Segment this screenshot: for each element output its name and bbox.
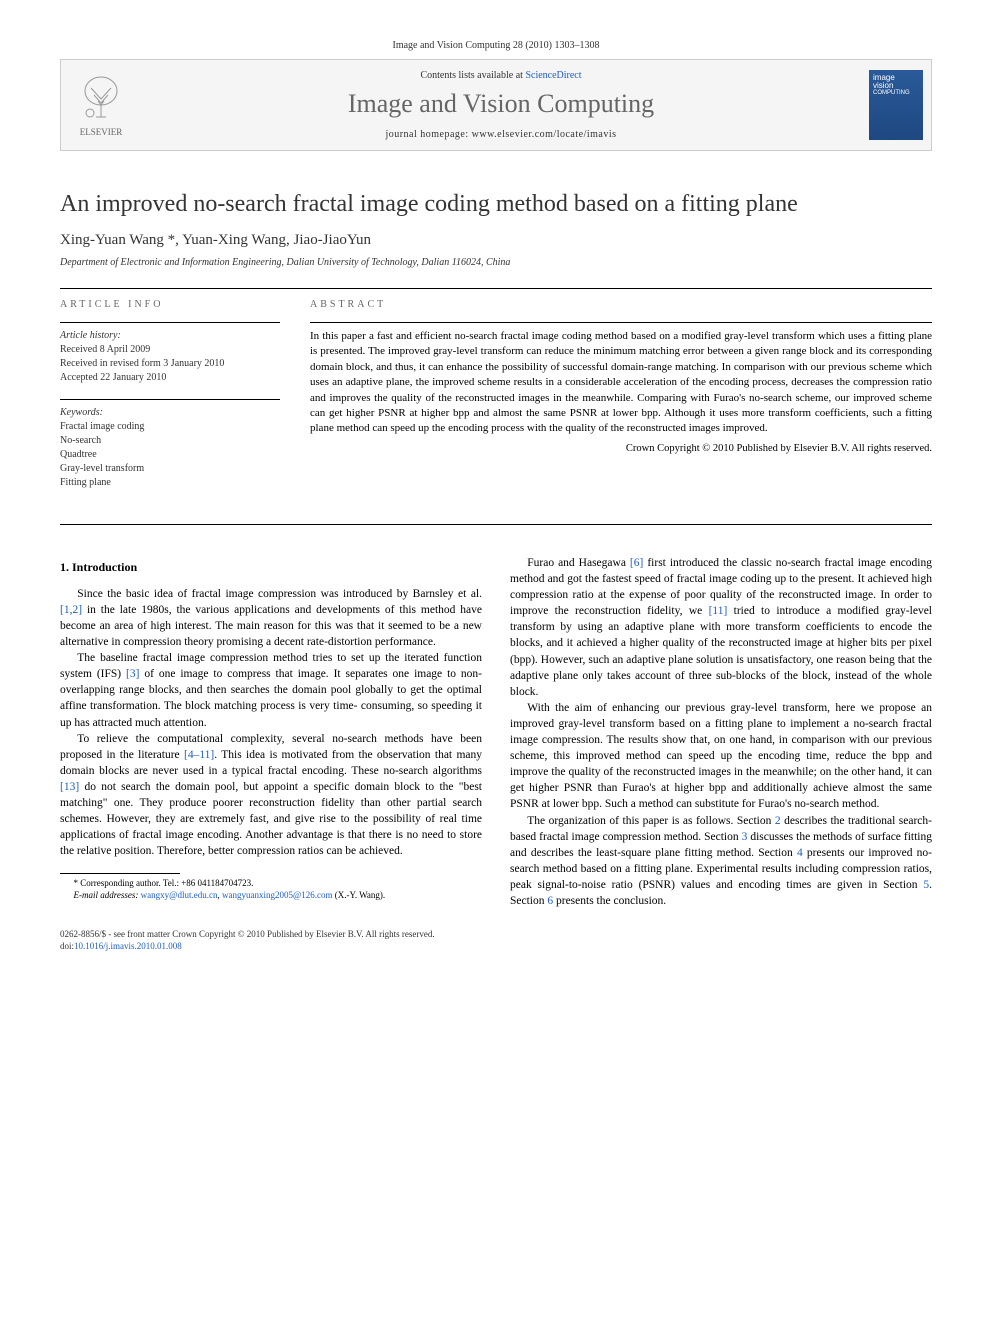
page-footer: 0262-8856/$ - see front matter Crown Cop… [60, 929, 932, 952]
contents-prefix: Contents lists available at [420, 70, 525, 81]
journal-homepage: journal homepage: www.elsevier.com/locat… [151, 129, 851, 140]
journal-name: Image and Vision Computing [151, 89, 851, 119]
revised-date: Received in revised form 3 January 2010 [60, 357, 280, 371]
keyword: Gray-level transform [60, 462, 280, 476]
journal-header: ELSEVIER Contents lists available at Sci… [60, 59, 932, 151]
abstract-copyright: Crown Copyright © 2010 Published by Else… [310, 443, 932, 454]
body-text: 1. Introduction Since the basic idea of … [60, 555, 932, 909]
elsevier-tree-icon [76, 73, 126, 123]
header-citation: Image and Vision Computing 28 (2010) 130… [60, 40, 932, 51]
text: Since the basic idea of fractal image co… [77, 588, 482, 600]
paragraph: The baseline fractal image compression m… [60, 650, 482, 730]
keywords-block: Keywords: Fractal image coding No-search… [60, 399, 280, 490]
contents-available: Contents lists available at ScienceDirec… [151, 70, 851, 81]
footer-copyright: 0262-8856/$ - see front matter Crown Cop… [60, 929, 932, 941]
section-heading: 1. Introduction [60, 559, 482, 576]
footnote-email: E-mail addresses: wangxy@dlut.edu.cn, wa… [60, 890, 482, 902]
text: presents the conclusion. [553, 895, 666, 907]
cover-line2: vision [873, 82, 893, 90]
abstract-heading: ABSTRACT [310, 299, 932, 310]
divider [60, 288, 932, 289]
paragraph: Furao and Hasegawa [6] first introduced … [510, 555, 932, 700]
ref-link[interactable]: [1,2] [60, 604, 82, 616]
text: in the late 1980s, the various applicati… [60, 604, 482, 648]
keyword: Fractal image coding [60, 420, 280, 434]
abstract-text: In this paper a fast and efficient no-se… [310, 322, 932, 437]
history-label: Article history: [60, 329, 280, 343]
homepage-prefix: journal homepage: [385, 129, 471, 140]
divider [60, 524, 932, 525]
footer-doi: doi:10.1016/j.imavis.2010.01.008 [60, 941, 932, 953]
homepage-url: www.elsevier.com/locate/imavis [472, 129, 617, 140]
received-date: Received 8 April 2009 [60, 343, 280, 357]
paragraph: With the aim of enhancing our previous g… [510, 700, 932, 813]
abstract: ABSTRACT In this paper a fast and effici… [310, 299, 932, 504]
elsevier-name: ELSEVIER [80, 127, 123, 137]
keyword: Fitting plane [60, 476, 280, 490]
ref-link[interactable]: [6] [630, 557, 643, 569]
ref-link[interactable]: [13] [60, 781, 79, 793]
footnote-corresponding: * Corresponding author. Tel.: +86 041184… [60, 878, 482, 890]
cover-thumbnail: image vision COMPUTING [869, 70, 923, 140]
text: The organization of this paper is as fol… [527, 815, 775, 827]
affiliation: Department of Electronic and Information… [60, 257, 932, 268]
ref-link[interactable]: [4–11] [184, 749, 214, 761]
email-label: E-mail addresses: [74, 890, 141, 900]
paragraph: Since the basic idea of fractal image co… [60, 586, 482, 650]
keywords-label: Keywords: [60, 406, 280, 420]
article-info-heading: ARTICLE INFO [60, 299, 280, 310]
text: do not search the domain pool, but appoi… [60, 781, 482, 857]
sciencedirect-link[interactable]: ScienceDirect [525, 70, 581, 81]
journal-title-block: Contents lists available at ScienceDirec… [141, 60, 861, 150]
accepted-date: Accepted 22 January 2010 [60, 371, 280, 385]
authors: Xing-Yuan Wang *, Yuan-Xing Wang, Jiao-J… [60, 232, 932, 249]
doi-label: doi: [60, 941, 74, 951]
ref-link[interactable]: [3] [126, 668, 139, 680]
email-link[interactable]: wangyuanxing2005@126.com [222, 890, 333, 900]
publisher-logo: ELSEVIER [61, 60, 141, 150]
text: Furao and Hasegawa [527, 557, 630, 569]
paragraph: The organization of this paper is as fol… [510, 813, 932, 910]
paragraph: To relieve the computational complexity,… [60, 731, 482, 860]
article-info: ARTICLE INFO Article history: Received 8… [60, 299, 280, 504]
ref-link[interactable]: [11] [709, 605, 728, 617]
keyword: Quadtree [60, 448, 280, 462]
paper-title: An improved no-search fractal image codi… [60, 191, 932, 218]
email-suffix: (X.-Y. Wang). [332, 890, 385, 900]
text: tried to introduce a modified gray-level… [510, 605, 932, 697]
cover-line3: COMPUTING [873, 90, 910, 96]
keyword: No-search [60, 434, 280, 448]
doi-link[interactable]: 10.1016/j.imavis.2010.01.008 [74, 941, 182, 951]
article-history: Article history: Received 8 April 2009 R… [60, 322, 280, 385]
email-link[interactable]: wangxy@dlut.edu.cn [141, 890, 218, 900]
footnote-separator [60, 873, 180, 874]
journal-cover: image vision COMPUTING [861, 60, 931, 150]
